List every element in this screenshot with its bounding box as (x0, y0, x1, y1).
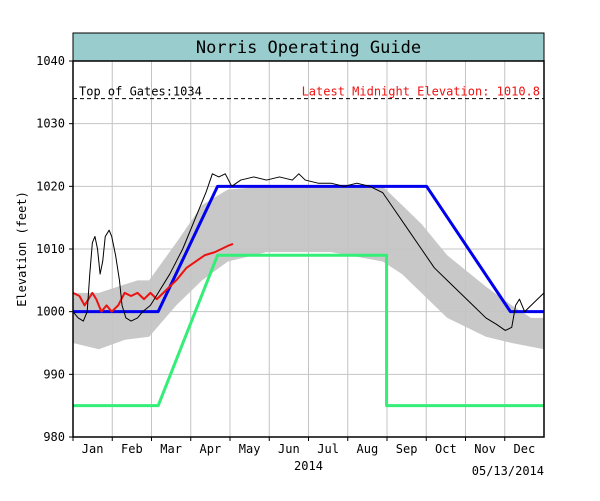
series-line-2014-actual (72, 243, 234, 313)
y-tick-label: 990 (43, 367, 65, 381)
top-of-gates-label: Top of Gates:1034 (79, 85, 202, 99)
x-tick-label: Nov (474, 442, 496, 456)
chart-title: Norris Operating Guide (196, 38, 421, 58)
series-line-historical (72, 173, 545, 331)
x-tick-label: Mar (160, 442, 182, 456)
x-tick-label: Feb (121, 442, 143, 456)
y-tick-label: 1000 (36, 305, 65, 319)
y-axis-label: Elevation (feet) (15, 191, 29, 307)
x-tick-label: Sep (396, 442, 418, 456)
y-tick-label: 1040 (36, 54, 65, 68)
plot-frame (72, 60, 545, 438)
grid (73, 61, 544, 437)
y-tick-label: 1010 (36, 242, 65, 256)
x-tick-label: Jun (278, 442, 300, 456)
series-line-guide-lower (73, 253, 544, 408)
y-tick-label: 1030 (36, 117, 65, 131)
latest-elevation-label: Latest Midnight Elevation: 1010.8 (302, 85, 540, 99)
title-bar (72, 32, 545, 62)
x-axis-label: 2014 (294, 459, 323, 473)
series-line-guide-upper (73, 184, 544, 314)
axes: 980 990 1000 1010 1020 1030 1040 Jan Feb Mar Apr Ma… (36, 54, 535, 456)
x-tick-label: Jan (82, 442, 104, 456)
x-tick-label: May (239, 442, 261, 456)
y-tick-label: 980 (43, 430, 65, 444)
date-stamp: 05/13/2014 (472, 464, 544, 478)
series-group (72, 173, 545, 408)
x-tick-label: Dec (514, 442, 536, 456)
x-tick-label: Oct (435, 442, 457, 456)
y-tick-label: 1020 (36, 179, 65, 193)
x-tick-label: Apr (200, 442, 222, 456)
x-tick-label: Jul (317, 442, 339, 456)
x-tick-label: Aug (357, 442, 379, 456)
